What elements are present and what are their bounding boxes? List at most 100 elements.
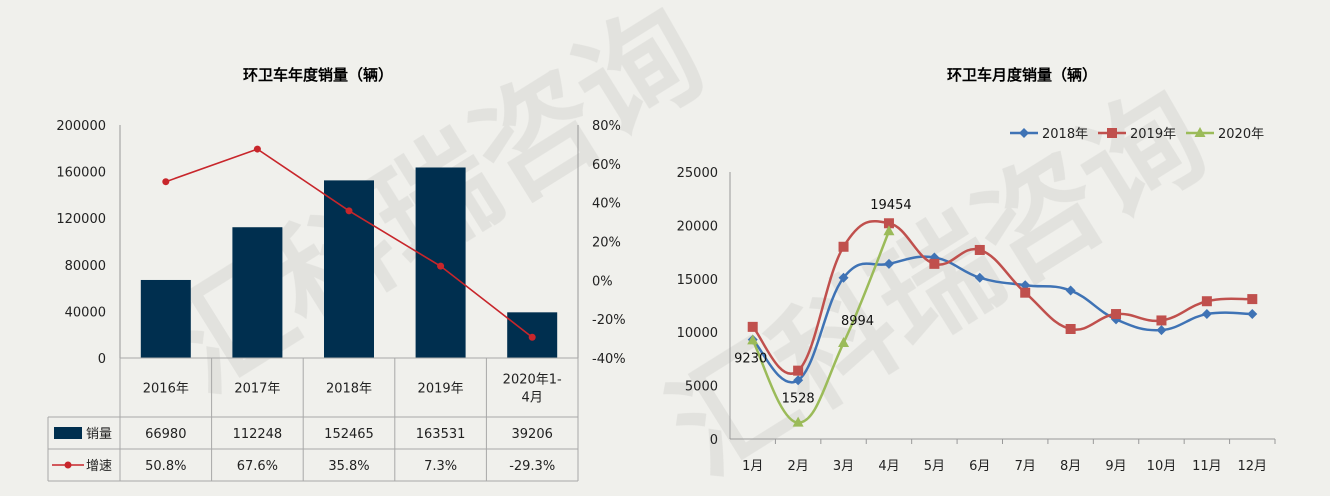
left-axis-tick-label: 160000 (56, 166, 106, 181)
sales-bar (232, 227, 283, 358)
legend-label: 2019年 (1130, 127, 1176, 142)
monthly-axes: 25000 20000 15000 10000 5000 0 1月 2月 3月 4月 5月 6月 7月… (677, 166, 1276, 474)
sales-bar (324, 180, 374, 358)
annual-chart-title: 环卫车年度销量（辆） (243, 66, 393, 84)
category-label: 2017年 (234, 382, 280, 397)
right-axis-tick-label: 20% (592, 236, 621, 251)
table-cell: 35.8% (328, 459, 369, 474)
series-point (883, 218, 894, 229)
table-cell: 112248 (233, 427, 283, 442)
growth-point (253, 145, 261, 153)
left-axis-tick-label: 40000 (65, 305, 106, 320)
table-cell: 67.6% (237, 459, 278, 474)
annual-left-axis: 200000 160000 120000 80000 40000 0 (56, 119, 121, 367)
series-point (1247, 309, 1258, 320)
left-axis-tick-label: 80000 (65, 259, 106, 274)
series-point (1065, 323, 1076, 334)
monthly-chart: 环卫车月度销量（辆） 2018年 2019年 2020年 25000 20000 150… (677, 66, 1276, 474)
monthly-x-tick-label: 1月 (742, 459, 763, 474)
data-label: 8994 (841, 314, 874, 329)
monthly-y-tick-label: 25000 (677, 166, 718, 181)
table-cell: 66980 (145, 427, 186, 442)
monthly-x-tick-label: 12月 (1238, 459, 1268, 474)
table-row-label: 增速 (86, 459, 112, 474)
series-point (883, 258, 894, 269)
series-point (792, 416, 804, 427)
series-point (838, 336, 850, 347)
monthly-y-tick-label: 0 (710, 433, 718, 448)
series-point (974, 272, 985, 283)
series-point (1201, 309, 1212, 320)
monthly-chart-title: 环卫车月度销量（辆） (947, 66, 1097, 84)
category-label: 2020年1- (503, 373, 562, 388)
monthly-y-tick-label: 15000 (677, 273, 718, 288)
category-label: 2016年 (143, 382, 189, 397)
legend-label: 2020年 (1218, 127, 1264, 142)
series-point (1020, 287, 1031, 298)
table-row-label: 销量 (86, 427, 112, 442)
series-point (1156, 325, 1167, 336)
growth-point (162, 178, 170, 186)
right-axis-tick-label: -40% (592, 352, 626, 367)
right-axis-tick-label: 0% (592, 274, 613, 289)
right-axis-tick-label: -20% (592, 313, 626, 328)
monthly-legend: 2018年 2019年 2020年 (1010, 127, 1264, 142)
monthly-series (747, 218, 1258, 427)
category-label: 4月 (522, 391, 543, 406)
data-label: 19454 (870, 198, 911, 213)
left-axis-tick-label: 0 (98, 352, 106, 367)
monthly-y-tick-label: 10000 (677, 326, 718, 341)
growth-point (345, 207, 353, 215)
series-point (974, 244, 985, 255)
annual-bars (140, 167, 558, 358)
category-label: 2019年 (418, 382, 464, 397)
series-point (838, 241, 849, 252)
growth-point (437, 262, 445, 270)
monthly-x-tick-label: 3月 (833, 459, 854, 474)
series-point (1111, 309, 1122, 320)
annual-right-axis: 80% 60% 40% 20% 0% -20% -40% (577, 119, 626, 367)
table-cell: 152465 (324, 427, 374, 442)
table-cell: 50.8% (145, 459, 186, 474)
series-point (1201, 296, 1212, 307)
series-point (747, 321, 758, 332)
monthly-y-tick-label: 20000 (677, 219, 718, 234)
monthly-x-tick-label: 6月 (969, 459, 990, 474)
monthly-x-tick-label: 11月 (1192, 459, 1222, 474)
monthly-x-tick-label: 10月 (1147, 459, 1177, 474)
left-axis-tick-label: 120000 (56, 212, 106, 227)
right-axis-tick-label: 60% (592, 158, 621, 173)
series-point (1019, 128, 1029, 138)
legend-line-marker (64, 461, 72, 469)
monthly-x-tick-label: 7月 (1015, 459, 1036, 474)
series-point (1156, 315, 1167, 326)
data-label: 1528 (782, 392, 815, 407)
data-label: 9230 (734, 351, 767, 366)
series-point (1247, 294, 1258, 305)
right-axis-tick-label: 80% (592, 119, 621, 134)
monthly-x-tick-label: 8月 (1060, 459, 1081, 474)
series-point (1065, 285, 1076, 296)
series-point (1107, 128, 1117, 138)
series-point (929, 258, 940, 269)
right-axis-tick-label: 40% (592, 197, 621, 212)
series-point (883, 225, 895, 236)
sales-bar (140, 279, 191, 358)
series-line (751, 230, 891, 424)
series-point (747, 334, 759, 345)
legend-bar-swatch (54, 427, 82, 439)
series-point (793, 375, 804, 386)
table-cell: 39206 (512, 427, 553, 442)
monthly-y-tick-label: 5000 (685, 380, 718, 395)
monthly-data-labels: 9230 1528 8994 19454 (734, 198, 911, 406)
legend-label: 2018年 (1042, 127, 1088, 142)
series-point (838, 272, 849, 283)
category-label: 2018年 (326, 382, 372, 397)
monthly-x-tick-label: 4月 (878, 459, 899, 474)
monthly-x-tick-label: 2月 (787, 459, 808, 474)
left-axis-tick-label: 200000 (56, 119, 106, 134)
table-cell: -29.3% (509, 459, 555, 474)
monthly-x-tick-label: 9月 (1105, 459, 1126, 474)
